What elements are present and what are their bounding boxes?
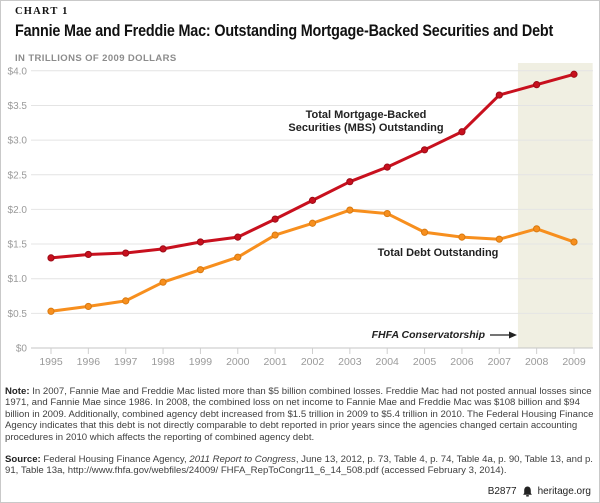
x-tick-label: 2001 — [263, 356, 287, 368]
data-point — [495, 91, 503, 99]
y-tick-label: $3.5 — [8, 101, 28, 112]
y-tick-label: $2.0 — [8, 205, 28, 216]
y-tick-label: $4.0 — [8, 66, 28, 77]
chart-kicker: CHART 1 — [15, 6, 69, 17]
data-point — [533, 81, 541, 89]
data-point — [458, 233, 466, 241]
x-tick-label: 1996 — [77, 356, 101, 368]
x-tick-label: 2000 — [226, 356, 250, 368]
data-point — [570, 70, 578, 78]
x-tick-label: 1999 — [189, 356, 213, 368]
y-tick-label: $3.0 — [8, 136, 28, 147]
source-fragment: 2011 Report to Congress — [189, 454, 296, 465]
data-point — [383, 163, 391, 171]
data-point — [122, 297, 130, 305]
x-tick-label: 2008 — [525, 356, 549, 368]
data-point — [271, 231, 279, 239]
mbs-series-line — [49, 72, 576, 260]
data-point — [196, 238, 205, 246]
heritage-logo-icon — [522, 486, 532, 497]
data-point — [346, 206, 354, 214]
data-point — [84, 302, 92, 311]
heritage-url: heritage.org — [537, 486, 591, 497]
y-tick-label: $0.5 — [8, 309, 28, 320]
x-tick-label: 1997 — [114, 356, 138, 368]
data-point — [458, 128, 466, 136]
y-tick-label: $1.5 — [8, 240, 28, 251]
data-point — [47, 307, 55, 315]
x-tick-label: 2006 — [450, 356, 474, 368]
x-tick-label: 1995 — [39, 356, 63, 368]
x-tick-label: 2007 — [488, 356, 512, 368]
chart-canvas: $0 $0.5 $1.0 $1.5 $2.0 $2.5 $3.0 $3.5 $4.0 1995 19… — [8, 63, 593, 368]
line-chart: $0 $0.5 $1.0 $1.5 $2.0 $2.5 $3.0 $3.5 $4.0 1995 19… — [1, 57, 599, 379]
shaded-region — [517, 63, 593, 348]
data-point — [234, 253, 242, 261]
data-point — [234, 233, 242, 241]
x-tick-label: 2004 — [376, 356, 400, 368]
data-point — [122, 249, 130, 257]
data-point — [570, 238, 578, 246]
note-text: Note: In 2007, Fannie Mae and Freddie Ma… — [5, 386, 594, 443]
debt-series-label: Total Debt Outstanding — [377, 247, 499, 259]
data-point — [159, 245, 167, 253]
chart-subtitle: IN TRILLIONS OF 2009 DOLLARS — [15, 53, 177, 64]
source-fragment: , June 13, 2012, p. 73, Table 4, p. 74, … — [5, 454, 593, 477]
right-arrow-icon — [490, 331, 517, 339]
y-tick-label: $2.5 — [8, 170, 28, 181]
data-point — [308, 196, 317, 204]
data-point — [346, 178, 354, 186]
y-tick-label: $0 — [16, 344, 28, 355]
data-point — [495, 235, 503, 243]
data-point — [420, 228, 429, 236]
x-tick-label: 2002 — [301, 356, 325, 368]
x-tick-label: 2003 — [338, 356, 362, 368]
x-tick-label: 2009 — [562, 356, 586, 368]
data-point — [533, 225, 541, 233]
conservatorship-label: FHFA Conservatorship — [372, 329, 517, 341]
x-tick-label: 1998 — [151, 356, 175, 368]
y-tick-label: $1.0 — [8, 274, 28, 285]
mbs-series-label: Total Mortgage-Backed Securities (MBS) O… — [288, 109, 444, 134]
data-point — [271, 215, 279, 223]
chart-id: B2877 — [487, 486, 517, 497]
x-tick-label: 2005 — [413, 356, 437, 368]
footer-branding: B2877 heritage.org — [488, 486, 591, 497]
data-point — [159, 278, 167, 286]
source-text: Source: Federal Housing Finance Agency, … — [5, 454, 593, 477]
data-point — [308, 219, 317, 227]
source-fragment: Federal Housing Finance Agency, — [43, 454, 190, 465]
data-point — [47, 254, 55, 262]
page-title: Fannie Mae and Freddie Mac: Outstanding … — [15, 22, 554, 40]
data-point — [383, 209, 391, 218]
data-point — [84, 250, 92, 259]
data-point — [196, 266, 205, 274]
data-point — [420, 146, 429, 154]
